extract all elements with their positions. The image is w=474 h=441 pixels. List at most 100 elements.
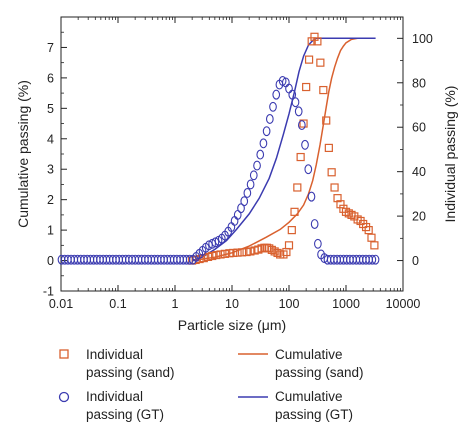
sand-individual-point bbox=[322, 116, 331, 125]
sand-individual-point bbox=[364, 226, 373, 235]
x-tick-label: 10000 bbox=[386, 297, 421, 311]
y2-axis-ticks: 0 20 40 60 80 100 bbox=[397, 32, 433, 268]
individual-markers bbox=[57, 32, 380, 265]
x-tick-label: 10 bbox=[225, 297, 239, 311]
sand-individual-point bbox=[304, 55, 314, 64]
cumulative-lines bbox=[191, 37, 376, 262]
y2-tick-label: 0 bbox=[412, 254, 419, 268]
sand-individual-point bbox=[257, 244, 266, 253]
y-axis-label: Cumulative passing (%) bbox=[15, 80, 31, 228]
legend-item-cumulative-gt: Cumulative passing (GT) bbox=[238, 389, 353, 422]
gt-individual-point bbox=[368, 254, 377, 265]
gt-individual-point bbox=[304, 164, 313, 175]
sand-individual-point bbox=[273, 248, 282, 258]
sand-individual-point bbox=[319, 85, 328, 95]
gt-individual-point bbox=[310, 219, 319, 229]
gt-individual-point bbox=[265, 114, 274, 124]
gt-individual-point bbox=[294, 106, 303, 117]
y2-tick-label: 100 bbox=[412, 32, 433, 46]
sand-individual-point bbox=[370, 241, 379, 250]
y2-tick-label: 80 bbox=[412, 76, 426, 90]
legend-item-cumulative-sand: Cumulative passing (sand) bbox=[238, 347, 364, 380]
gt-individual-point bbox=[243, 188, 252, 198]
sand-individual-point bbox=[302, 82, 311, 92]
x-tick-label: 0.1 bbox=[109, 297, 126, 311]
sand-individual-point bbox=[327, 168, 336, 177]
y-tick-label: 7 bbox=[47, 41, 54, 55]
gt-individual-point bbox=[278, 75, 287, 86]
y2-axis-label: Individual passing (%) bbox=[442, 86, 458, 223]
legend-label-line1: Individual bbox=[86, 347, 143, 362]
y-tick-label: 4 bbox=[47, 132, 54, 146]
y-tick-label: 1 bbox=[47, 224, 54, 238]
gt-individual-point bbox=[269, 101, 277, 112]
sand-individual-point bbox=[262, 243, 272, 252]
legend-label-line2: passing (GT) bbox=[275, 407, 353, 422]
sand-individual-point bbox=[287, 226, 296, 235]
gt-individual-point bbox=[301, 139, 309, 150]
sand-individual-point bbox=[203, 252, 213, 262]
sand-individual-point bbox=[330, 183, 339, 192]
y-tick-label: -1 bbox=[43, 285, 54, 299]
gt-individual-point bbox=[291, 97, 300, 108]
sand-individual-point bbox=[316, 58, 325, 67]
gt-individual-point bbox=[249, 170, 258, 181]
sand-individual-point bbox=[299, 119, 308, 128]
sand-individual-point bbox=[237, 248, 247, 257]
gt-individual-point bbox=[371, 254, 380, 265]
sand-individual-point bbox=[229, 248, 238, 258]
legend-label-line1: Individual bbox=[86, 389, 143, 404]
cumulative-sand-line bbox=[192, 37, 375, 262]
y-axis-ticks: -1 0 1 2 3 4 5 6 7 bbox=[43, 31, 67, 299]
gt-individual-point bbox=[230, 216, 239, 226]
gt-individual-point bbox=[246, 179, 255, 190]
legend: Individual passing (sand) Cumulative pas… bbox=[58, 347, 364, 422]
legend-label-line2: passing (sand) bbox=[86, 365, 175, 380]
x-tick-label: 1000 bbox=[332, 297, 360, 311]
gt-individual-point bbox=[259, 138, 268, 149]
sand-individual-point bbox=[313, 37, 322, 46]
x-tick-label: 100 bbox=[279, 297, 300, 311]
y-tick-label: 2 bbox=[47, 193, 54, 207]
gt-individual-point bbox=[240, 196, 249, 207]
gt-individual-point bbox=[307, 191, 316, 202]
sand-individual-point bbox=[367, 233, 376, 242]
sand-individual-point bbox=[307, 37, 316, 46]
sand-individual-point bbox=[220, 249, 229, 258]
x-axis-ticks: 0.01 0.1 1 10 100 1000 10000 bbox=[49, 17, 421, 311]
gt-individual-point bbox=[285, 83, 293, 94]
gt-individual-point bbox=[272, 89, 281, 100]
legend-label-line1: Cumulative bbox=[275, 389, 343, 404]
sand-individual-point bbox=[296, 152, 305, 162]
legend-circle-marker bbox=[58, 391, 70, 403]
gt-individual-point bbox=[297, 120, 306, 131]
sand-individual-point bbox=[324, 143, 333, 153]
sand-individual-point bbox=[293, 183, 302, 192]
legend-label-line1: Cumulative bbox=[275, 347, 343, 362]
y2-tick-label: 60 bbox=[412, 121, 426, 135]
x-axis-label: Particle size (μm) bbox=[178, 317, 286, 333]
x-tick-label: 1 bbox=[172, 297, 179, 311]
gt-individual-point bbox=[208, 238, 217, 249]
legend-square-marker bbox=[59, 349, 69, 359]
sand-individual-point bbox=[284, 241, 294, 250]
y-tick-label: 5 bbox=[47, 102, 54, 116]
legend-item-individual-gt: Individual passing (GT) bbox=[58, 389, 164, 422]
sand-individual-point bbox=[216, 250, 225, 259]
gt-individual-point bbox=[288, 89, 297, 100]
y2-tick-label: 20 bbox=[412, 210, 426, 224]
gt-individual-point bbox=[262, 126, 271, 137]
legend-label-line2: passing (sand) bbox=[275, 365, 364, 380]
legend-label-line2: passing (GT) bbox=[86, 407, 164, 422]
y-tick-label: 6 bbox=[47, 71, 54, 85]
y2-tick-label: 40 bbox=[412, 165, 426, 179]
sand-individual-point bbox=[347, 210, 356, 219]
sand-individual-point bbox=[233, 248, 242, 257]
gt-individual-point bbox=[205, 240, 213, 251]
sand-individual-point bbox=[290, 207, 299, 216]
gt-individual-point bbox=[253, 160, 261, 171]
gt-individual-point bbox=[233, 209, 242, 220]
gt-individual-point bbox=[256, 149, 265, 160]
sand-individual-point bbox=[212, 250, 221, 260]
